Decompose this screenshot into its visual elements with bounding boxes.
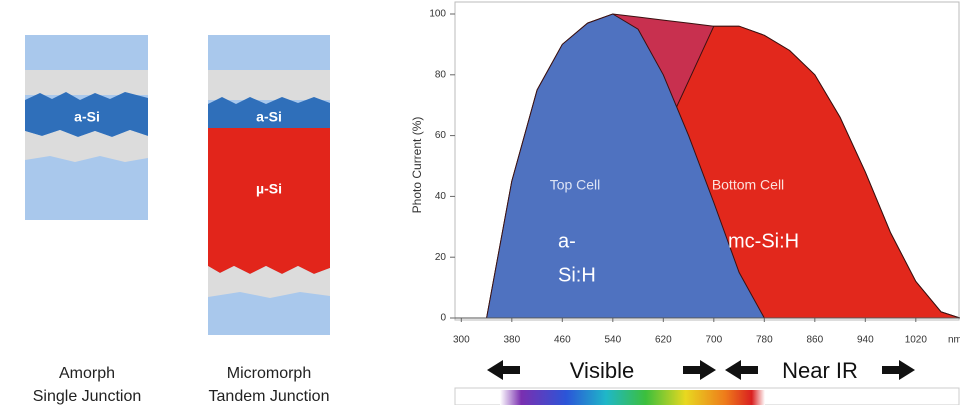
x-tick-label: 620 [655,335,672,346]
x-tick-label: 460 [554,335,571,346]
y-tick-label: 0 [440,313,446,324]
x-tick-label: 860 [806,335,823,346]
stack-tandem [208,35,330,335]
x-tick-label: 540 [604,335,621,346]
x-tick-label: 1020 [905,335,928,346]
layer-label: a-Si [256,109,282,125]
y-tick-label: 100 [429,9,446,20]
stack-single [25,35,148,220]
band-label: Visible [570,358,634,383]
y-tick-label: 60 [435,130,447,141]
y-tick-label: 80 [435,69,447,80]
caption: Tandem Junction [209,388,330,405]
x-tick-label: 380 [503,335,520,346]
band-label: Near IR [782,358,858,383]
spectrum [500,390,765,405]
x-tick-label: 780 [756,335,773,346]
x-tick-label: 940 [857,335,874,346]
series-material: Si:H [558,264,596,286]
x-tick-label: 300 [453,335,470,346]
series-label: Bottom Cell [712,177,784,193]
arrows [487,360,915,380]
x-unit: nm [948,335,960,346]
y-tick-label: 20 [435,252,447,263]
layer-label: a-Si [74,109,100,125]
caption: Amorph [59,365,115,382]
layer-label: µ-Si [256,181,282,197]
caption: Single Junction [33,388,142,405]
series-label: Top Cell [550,177,601,193]
x-tick-label: 700 [705,335,722,346]
y-tick-label: 40 [435,191,447,202]
chart: 0 20 40 60 80 100 300 380 460 540 620 700 780 860 940 1… [429,9,960,383]
series-material: mc-Si:H [728,230,799,252]
y-axis-label: Photo Current (%) [410,117,424,214]
series-material: a- [558,230,576,252]
caption: Micromorph [227,365,311,382]
